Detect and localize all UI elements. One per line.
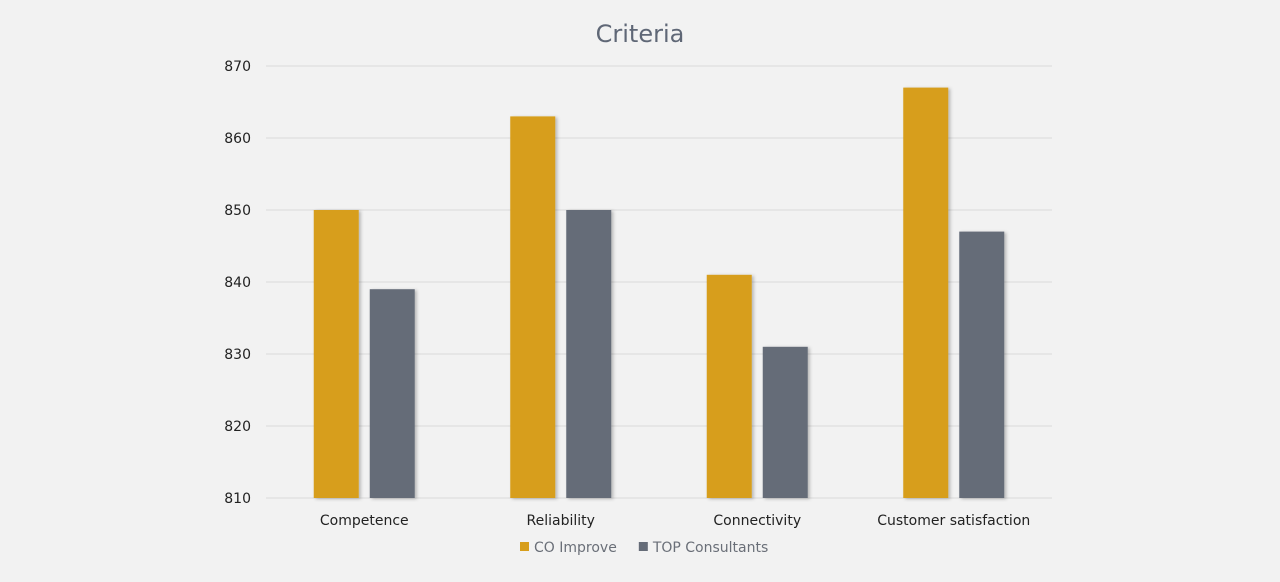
bar-top-consultants-connectivity — [762, 346, 808, 498]
x-axis-labels: Competence Reliability Connectivity Custome… — [320, 513, 1030, 529]
y-tick-label: 820 — [224, 419, 251, 435]
y-tick-label: 870 — [224, 59, 251, 75]
bar-co-improve-competence — [313, 210, 359, 498]
bars — [313, 87, 1005, 499]
legend-label: CO Improve — [534, 540, 617, 556]
bar-co-improve-connectivity — [706, 274, 752, 498]
y-tick-label: 840 — [224, 275, 251, 291]
legend-label: TOP Consultants — [652, 540, 768, 556]
y-tick-label: 810 — [224, 491, 251, 507]
bar-top-consultants-customer-satisfaction — [959, 231, 1005, 498]
x-category-label: Connectivity — [713, 513, 801, 529]
x-category-label: Competence — [320, 513, 409, 529]
bar-top-consultants-reliability — [566, 210, 612, 498]
y-tick-label: 850 — [224, 203, 251, 219]
y-tick-label: 830 — [224, 347, 251, 363]
bar-co-improve-customer-satisfaction — [903, 87, 949, 498]
y-tick-label: 860 — [224, 131, 251, 147]
legend-swatch — [638, 542, 648, 551]
x-category-label: Reliability — [527, 513, 595, 529]
bar-top-consultants-competence — [369, 289, 415, 498]
legend: CO Improve TOP Consultants — [520, 540, 768, 556]
y-axis-ticks: 810 820 830 840 850 860 870 — [224, 59, 251, 507]
bar-co-improve-reliability — [510, 116, 556, 499]
legend-swatch — [520, 542, 529, 551]
chart-title: Criteria — [596, 20, 685, 48]
x-category-label: Customer satisfaction — [877, 513, 1030, 529]
